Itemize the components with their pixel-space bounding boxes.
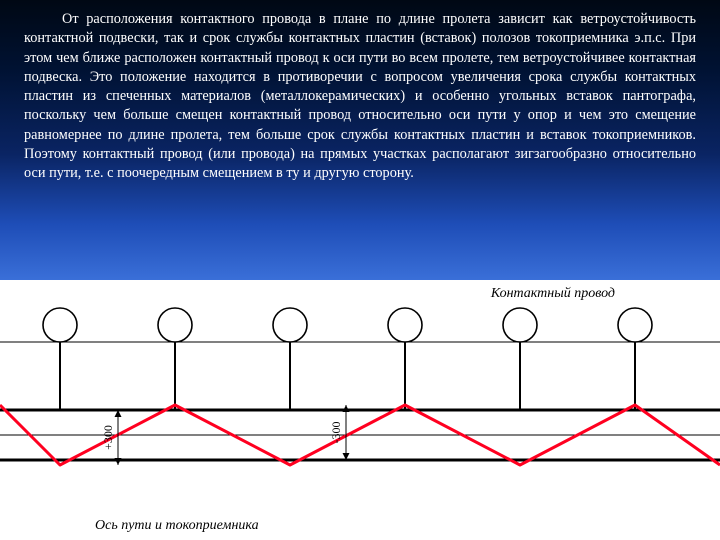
- diagram-region: Контактный провод Ось пути и токоприемни…: [0, 280, 720, 540]
- zigzag-diagram: +300 -300: [0, 280, 720, 540]
- slide-root: От расположения контактного провода в пл…: [0, 0, 720, 540]
- svg-text:+300: +300: [101, 425, 115, 450]
- text-region: От расположения контактного провода в пл…: [0, 0, 720, 280]
- paragraph-body: От расположения контактного провода в пл…: [24, 10, 696, 184]
- svg-text:-300: -300: [329, 422, 343, 444]
